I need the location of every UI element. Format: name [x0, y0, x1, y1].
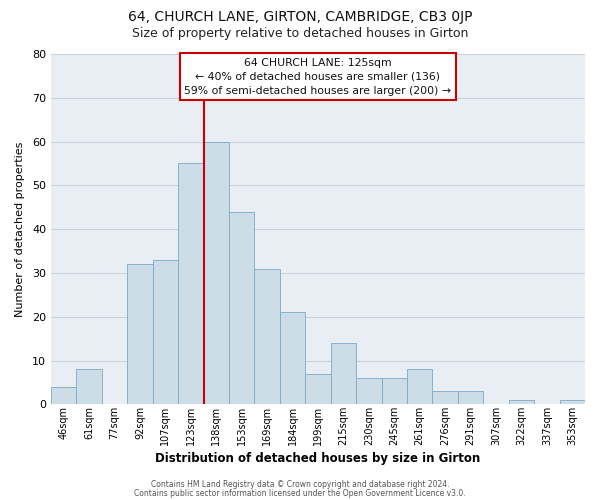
- Bar: [254, 268, 280, 404]
- Bar: [305, 374, 331, 404]
- Bar: [76, 370, 102, 404]
- Bar: [356, 378, 382, 404]
- Bar: [509, 400, 534, 404]
- Bar: [280, 312, 305, 404]
- Bar: [178, 164, 203, 404]
- Bar: [51, 387, 76, 404]
- Bar: [331, 343, 356, 404]
- Bar: [203, 142, 229, 404]
- Bar: [433, 391, 458, 404]
- Bar: [229, 212, 254, 404]
- Bar: [560, 400, 585, 404]
- Text: Size of property relative to detached houses in Girton: Size of property relative to detached ho…: [132, 28, 468, 40]
- Y-axis label: Number of detached properties: Number of detached properties: [15, 142, 25, 317]
- Bar: [127, 264, 152, 404]
- Text: Contains HM Land Registry data © Crown copyright and database right 2024.: Contains HM Land Registry data © Crown c…: [151, 480, 449, 489]
- Text: Contains public sector information licensed under the Open Government Licence v3: Contains public sector information licen…: [134, 488, 466, 498]
- Bar: [382, 378, 407, 404]
- Bar: [407, 370, 433, 404]
- X-axis label: Distribution of detached houses by size in Girton: Distribution of detached houses by size …: [155, 452, 481, 465]
- Bar: [458, 391, 483, 404]
- Text: 64, CHURCH LANE, GIRTON, CAMBRIDGE, CB3 0JP: 64, CHURCH LANE, GIRTON, CAMBRIDGE, CB3 …: [128, 10, 472, 24]
- Text: 64 CHURCH LANE: 125sqm
← 40% of detached houses are smaller (136)
59% of semi-de: 64 CHURCH LANE: 125sqm ← 40% of detached…: [184, 58, 451, 96]
- Bar: [152, 260, 178, 404]
